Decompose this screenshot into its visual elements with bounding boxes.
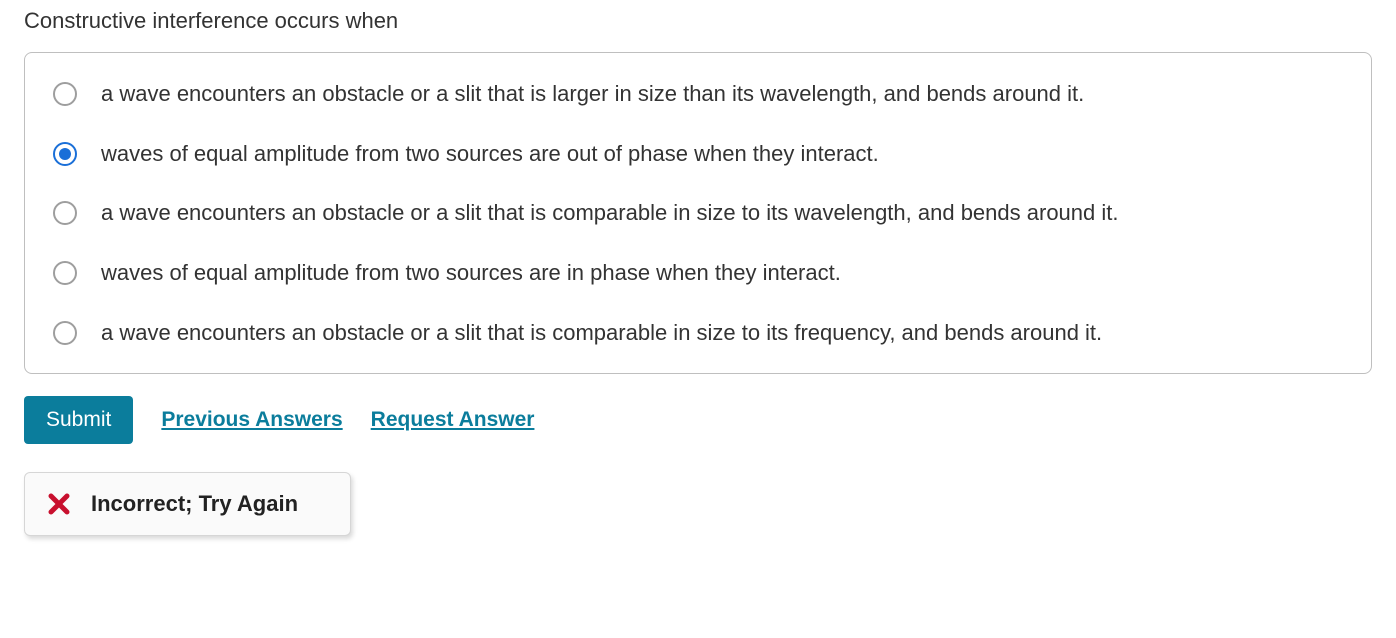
radio-button[interactable] [53, 142, 77, 166]
option-label[interactable]: a wave encounters an obstacle or a slit … [101, 198, 1118, 228]
option-row[interactable]: waves of equal amplitude from two source… [53, 258, 1343, 288]
radio-button[interactable] [53, 321, 77, 345]
option-row[interactable]: waves of equal amplitude from two source… [53, 139, 1343, 169]
option-label[interactable]: waves of equal amplitude from two source… [101, 139, 879, 169]
submit-button[interactable]: Submit [24, 396, 133, 444]
options-container: a wave encounters an obstacle or a slit … [24, 52, 1372, 374]
incorrect-icon [47, 492, 71, 516]
option-row[interactable]: a wave encounters an obstacle or a slit … [53, 198, 1343, 228]
feedback-box: Incorrect; Try Again [24, 472, 351, 536]
previous-answers-link[interactable]: Previous Answers [161, 408, 342, 432]
radio-button[interactable] [53, 82, 77, 106]
radio-button[interactable] [53, 201, 77, 225]
question-prompt: Constructive interference occurs when [24, 8, 1372, 34]
option-label[interactable]: a wave encounters an obstacle or a slit … [101, 318, 1102, 348]
feedback-text: Incorrect; Try Again [91, 491, 298, 517]
radio-button[interactable] [53, 261, 77, 285]
request-answer-link[interactable]: Request Answer [371, 408, 535, 432]
actions-bar: Submit Previous Answers Request Answer [24, 396, 1372, 444]
option-row[interactable]: a wave encounters an obstacle or a slit … [53, 79, 1343, 109]
option-label[interactable]: a wave encounters an obstacle or a slit … [101, 79, 1084, 109]
option-row[interactable]: a wave encounters an obstacle or a slit … [53, 318, 1343, 348]
option-label[interactable]: waves of equal amplitude from two source… [101, 258, 841, 288]
